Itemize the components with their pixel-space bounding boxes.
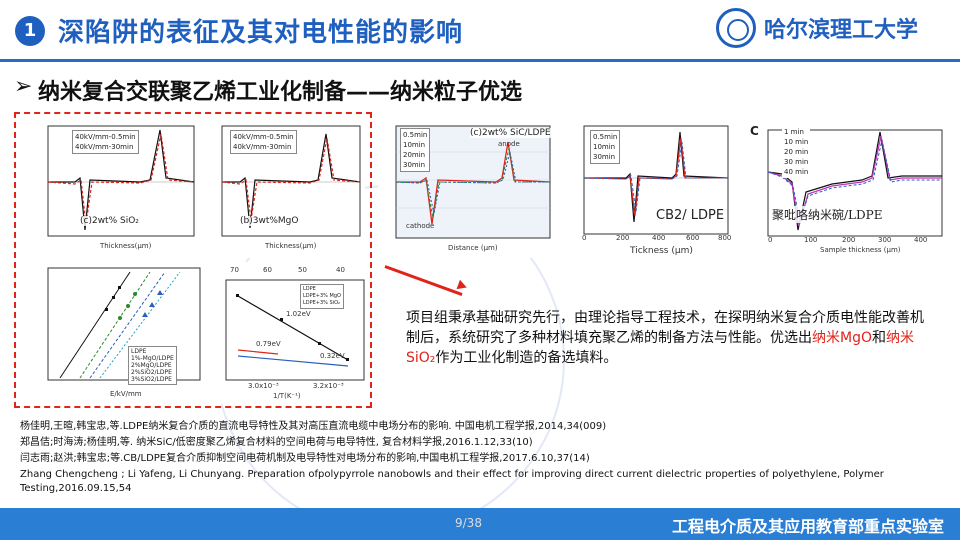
slide-header: 1 深陷阱的表征及其对电性能的影响 哈尔滨理工大学 xyxy=(0,0,960,62)
chart-arrhenius-legend: LDPE LDPE+3% MgO LDPE+3% SiO₂ xyxy=(300,284,344,309)
chart-sic-note: anode xyxy=(498,140,520,148)
highlight-sio2: 纳米SiO₂ xyxy=(406,330,914,366)
chart-cb2-xlabel: Tickness (μm) xyxy=(630,246,693,256)
chart-sic-label: (c)2wt% SiC/LDPE xyxy=(470,128,551,138)
arrhenius-top-tick: 50 xyxy=(298,266,307,274)
chart-mgo-legend: 40kV/mm-0.5min 40kV/mm-30min xyxy=(230,130,297,154)
chart-weibull: LDPE 1%-MgO/LDPE 2%MgO/LDPE 2%SiO2/LDPE … xyxy=(20,262,205,404)
cb2-xtick: 800 xyxy=(718,234,732,242)
ppy-xtick: 0 xyxy=(768,236,773,244)
cb2-xtick: 600 xyxy=(686,234,700,242)
chart-sic-note: cathode xyxy=(406,222,435,230)
arrhenius-annotation: 1.02eV xyxy=(286,310,311,318)
pointer-arrow xyxy=(384,265,463,296)
arrhenius-annotation: 0.79eV xyxy=(256,340,281,348)
pointer-arrow-head xyxy=(456,279,469,293)
cb2-xtick: 200 xyxy=(616,234,630,242)
chart-ppy-label: 聚吡咯纳米碗/LDPE xyxy=(772,206,883,223)
chart-arrhenius-svg xyxy=(225,279,365,381)
ppy-xtick: 200 xyxy=(842,236,856,244)
chart-ppy: C 1 min 10 min 20 min 30 min 40 min 聚吡咯纳… xyxy=(742,122,947,258)
ppy-xtick: 400 xyxy=(914,236,928,244)
chart-arrhenius-xlabel: 1/T(K⁻¹) xyxy=(273,392,301,400)
chart-mgo-xlabel: Thickness(μm) xyxy=(265,242,317,250)
slide-title: 深陷阱的表征及其对电性能的影响 xyxy=(58,18,464,48)
chart-sic-legend: 0.5min 10min 20min 30min xyxy=(400,128,431,172)
chart-ppy-legend: 1 min 10 min 20 min 30 min 40 min xyxy=(782,126,811,178)
chart-cb2: 0.5min 10min 30min CB2/ LDPE 0 200 400 6… xyxy=(560,122,732,258)
reference-3: 闫志雨;赵洪;韩宝忠;等.CB/LDPE复合介质抑制空间电荷机制及电导特性对电场… xyxy=(20,453,590,464)
chart-arrhenius: 70 60 50 40 1.02eV 0.79eV 0.32eV LDPE LD… xyxy=(208,262,368,404)
highlight-box xyxy=(14,112,372,408)
reference-2: 郑昌佶;时海涛;杨佳明,等. 纳米SiC/低密度聚乙烯复合材料的空间电荷与电导特… xyxy=(20,437,533,448)
arrhenius-top-tick: 60 xyxy=(263,266,272,274)
chart-sic-xlabel: Distance (μm) xyxy=(448,244,498,252)
university-logo: 哈尔滨理工大学 xyxy=(716,7,946,49)
arrhenius-top-tick: 70 xyxy=(230,266,239,274)
slide-footer: 9/38 工程电介质及其应用教育部重点实验室 xyxy=(0,508,960,540)
section-subtitle: 纳米复合交联聚乙烯工业化制备——纳米粒子优选 xyxy=(38,80,523,105)
chart-mgo-label: (b)3wt%MgO xyxy=(240,216,299,226)
page-number: 9/38 xyxy=(455,516,482,530)
chart-sic: 0.5min 10min 20min 30min (c)2wt% SiC/LDP… xyxy=(378,122,554,258)
chart-cb2-label: CB2/ LDPE xyxy=(656,208,725,223)
arrhenius-xtick: 3.2x10⁻³ xyxy=(313,382,344,390)
slide-number-badge: 1 xyxy=(15,16,45,46)
ppy-xtick: 300 xyxy=(878,236,892,244)
cb2-xtick: 400 xyxy=(652,234,666,242)
lab-name: 工程电介质及其应用教育部重点实验室 xyxy=(671,517,944,536)
chart-ppy-panel-letter: C xyxy=(750,124,759,138)
chart-sio2-legend: 40kV/mm-0.5min 40kV/mm-30min xyxy=(72,130,139,154)
chart-cb2-svg xyxy=(583,125,729,235)
chart-ppy-xlabel: Sample thickness (μm) xyxy=(820,246,901,254)
arrhenius-xtick: 3.0x10⁻³ xyxy=(248,382,279,390)
chart-sio2-svg xyxy=(47,125,195,237)
bullet-arrow-icon: ➢ xyxy=(14,74,33,99)
description-text: 项目组秉承基础研究先行，由理论指导工程技术，在探明纳米复合介质电性能改善机制后，… xyxy=(406,310,924,366)
chart-sio2-label: (c)2wt% SiO₂ xyxy=(80,216,139,226)
chart-sio2-xlabel: Thickness(μm) xyxy=(100,242,152,250)
chart-mgo: 40kV/mm-0.5min 40kV/mm-30min (b)3wt%MgO … xyxy=(200,120,365,258)
university-seal-icon xyxy=(716,8,756,48)
reference-1: 杨佳明,王暄,韩宝忠,等.LDPE纳米复合介质的直流电导特性及其对高压直流电缆中… xyxy=(20,421,607,432)
arrhenius-annotation: 0.32eV xyxy=(320,352,345,360)
chart-weibull-xlabel: E/kV/mm xyxy=(110,390,142,398)
university-name: 哈尔滨理工大学 xyxy=(764,17,919,43)
chart-sio2: 40kV/mm-0.5min 40kV/mm-30min (c)2wt% SiO… xyxy=(20,120,200,258)
ppy-xtick: 100 xyxy=(804,236,818,244)
cb2-xtick: 0 xyxy=(582,234,587,242)
chart-ppy-svg xyxy=(767,129,943,237)
reference-4: Zhang Chengcheng ; Li Yafeng, Li Chunyan… xyxy=(20,469,884,494)
chart-weibull-svg xyxy=(47,267,201,381)
highlight-mgo: 纳米MgO xyxy=(812,330,872,346)
arrhenius-top-tick: 40 xyxy=(336,266,345,274)
chart-mgo-svg xyxy=(221,125,361,237)
chart-weibull-legend: LDPE 1%-MgO/LDPE 2%MgO/LDPE 2%SiO2/LDPE … xyxy=(128,346,177,385)
chart-cb2-legend: 0.5min 10min 30min xyxy=(590,130,621,164)
